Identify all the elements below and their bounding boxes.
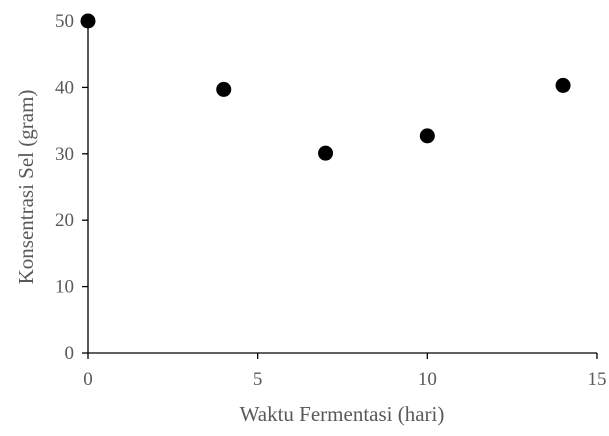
- data-point: [555, 77, 571, 93]
- tick-labels: 0 10 20 30 40 50 0 5 10 15: [55, 11, 607, 390]
- y-axis-title: Konsentrasi Sel (gram): [14, 90, 38, 285]
- x-tick-label: 15: [588, 369, 607, 390]
- y-tick-label: 20: [55, 210, 74, 231]
- x-tick-label: 0: [83, 369, 93, 390]
- axes: [82, 20, 598, 359]
- x-tick-label: 10: [418, 369, 437, 390]
- y-tick-label: 40: [55, 77, 74, 98]
- data-point: [80, 13, 96, 29]
- x-tick-label: 5: [253, 369, 263, 390]
- y-tick-label: 0: [65, 343, 75, 364]
- y-tick-label: 10: [55, 277, 74, 298]
- data-point: [318, 145, 334, 161]
- data-points: [80, 13, 571, 161]
- data-point: [216, 81, 232, 97]
- data-point: [419, 128, 435, 144]
- y-tick-label: 30: [55, 144, 74, 165]
- x-axis-title: Waktu Fermentasi (hari): [240, 402, 445, 426]
- y-tick-label: 50: [55, 11, 74, 32]
